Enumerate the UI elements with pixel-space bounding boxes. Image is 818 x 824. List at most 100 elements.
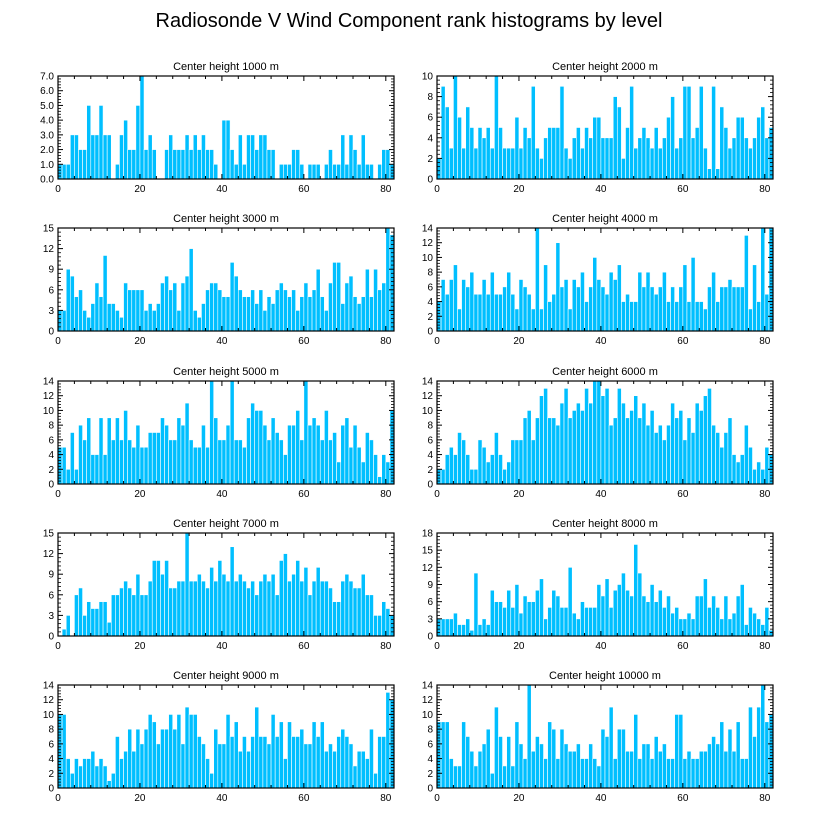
bar [711,86,716,180]
bar [344,417,350,485]
x-tick-label: 60 [677,489,689,500]
bar [530,750,536,789]
bar [526,601,532,637]
bar [176,714,182,789]
plot-frame [57,532,395,637]
bar [530,601,536,637]
y-tick-label: 12 [43,244,55,255]
bar [74,296,79,332]
bar [176,310,182,332]
bar [489,271,495,332]
bar [604,293,610,332]
bar [444,721,450,789]
bar [453,765,458,789]
bar [180,282,186,332]
bar [502,607,507,637]
bar [633,544,639,637]
bar [311,721,317,789]
bar [156,432,161,485]
bar [768,127,774,180]
plot-frame [436,684,774,789]
bar [360,573,366,637]
bar [477,624,483,637]
bar [69,772,75,789]
bar [580,601,585,637]
y-tick-label: 9 [48,570,54,581]
x-tick-label: 80 [380,489,392,500]
bar [444,618,450,637]
x-tick-label: 40 [595,184,607,195]
bar [278,439,284,485]
bar [674,714,680,789]
bar [94,134,100,180]
bar [94,765,100,789]
bar [698,301,704,332]
y-tick-label: 15 [422,546,434,557]
bar [123,580,128,637]
bar [274,594,280,637]
y-tick-label: 10 [422,406,434,417]
x-tick-label: 60 [677,641,689,652]
bar [596,765,602,789]
bar [332,750,337,789]
bar [510,293,516,332]
bar [344,573,350,637]
bar [682,618,688,637]
x-tick-label: 20 [513,336,525,347]
y-tick-label: 10 [43,710,55,721]
bar [365,432,370,485]
bar [584,758,589,789]
bar [731,454,737,485]
x-tick-label: 60 [298,793,310,804]
bar [65,615,71,637]
bar [666,424,671,485]
bar [571,612,577,637]
bar [551,293,557,332]
bar [197,736,202,789]
bar [457,116,462,180]
bar [535,147,540,180]
bar [102,765,108,789]
y-tick-label: 2 [427,465,433,476]
bar [332,163,337,180]
bar [739,758,745,789]
bar [233,275,239,332]
bar [494,432,499,485]
bar [686,301,692,332]
bar [571,279,577,332]
bar [258,410,264,485]
bar [98,417,104,485]
y-tick-label: 18 [422,529,434,540]
bar [756,116,762,180]
bar [184,706,190,789]
bar [666,758,671,789]
x-tick-label: 80 [380,336,392,347]
bar [385,608,391,637]
bar [197,573,202,637]
bar [283,454,288,485]
x-tick-label: 20 [134,489,146,500]
bar [448,758,454,789]
x-tick-label: 20 [134,793,146,804]
x-tick-label: 40 [216,641,228,652]
bar [356,587,362,637]
bar [102,134,108,180]
bar [246,750,251,789]
bar [221,743,227,789]
bar [637,137,643,180]
bar [621,301,626,332]
bar [168,587,174,637]
x-tick-label: 0 [434,184,440,195]
bar [498,601,503,637]
bar [303,282,309,332]
bar [494,293,499,332]
bar [295,736,301,789]
bar [518,147,524,180]
bar [580,410,585,485]
bar [369,728,374,789]
bar [756,618,762,637]
bar [102,454,108,485]
bar [180,743,186,789]
bar [662,607,667,637]
y-tick-label: 14 [422,224,434,235]
